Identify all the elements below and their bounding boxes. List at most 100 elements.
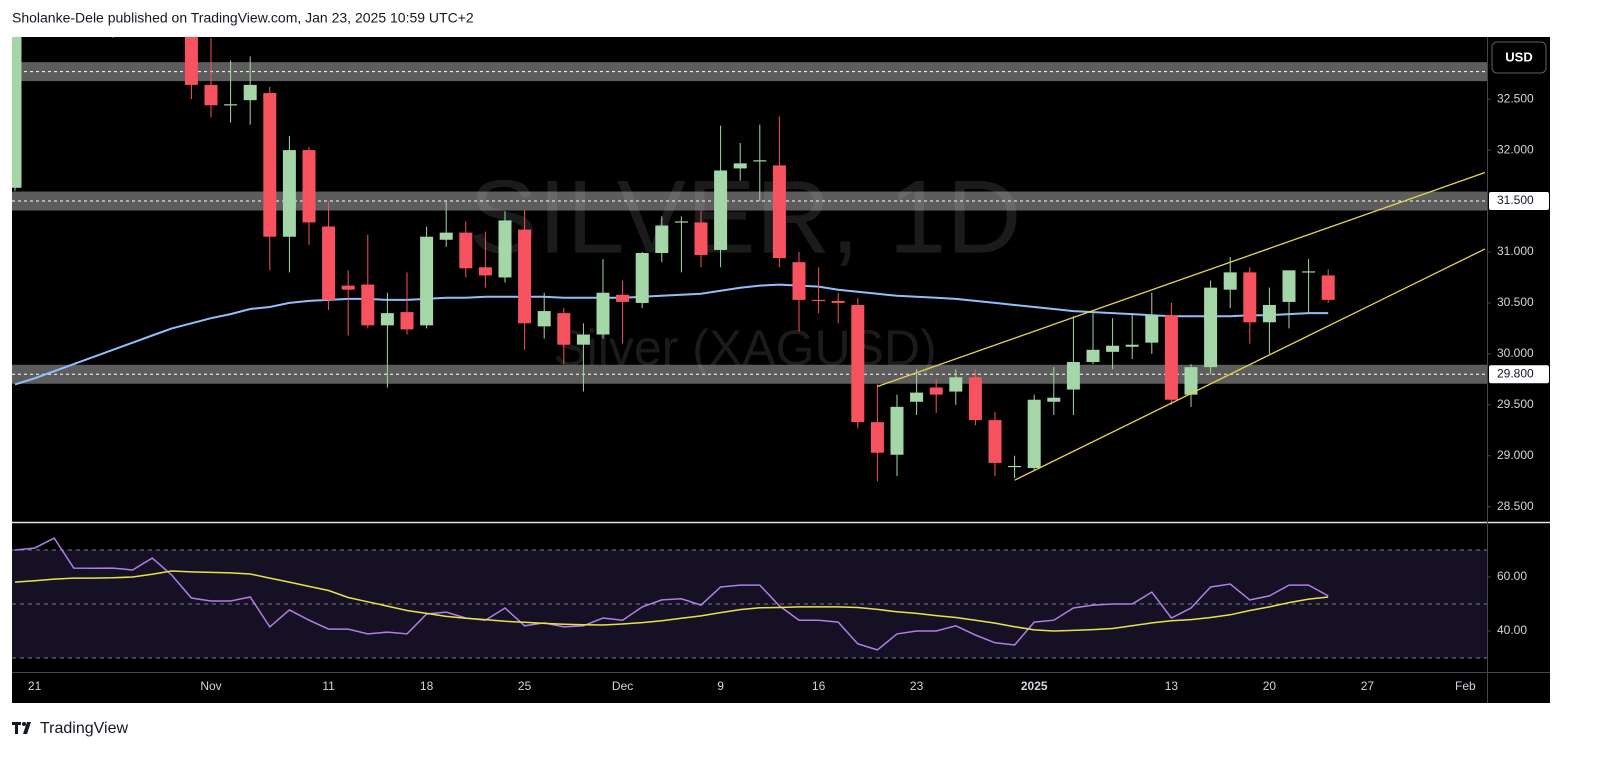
level-price-box: [1489, 192, 1549, 211]
axes: 32.500 32.000 31.000 30.500 30.000 29.500 29.0…: [28, 91, 1549, 693]
x-tick-label: 25: [518, 679, 532, 693]
x-tick-label: 21: [28, 679, 42, 693]
x-tick-label: 13: [1165, 679, 1179, 693]
candle-body: [282, 150, 296, 237]
level-zone: [12, 62, 1487, 82]
rsi-line: [14, 570, 1329, 632]
y-tick-label: 32.500: [1497, 91, 1534, 105]
candle-body: [1027, 399, 1041, 468]
currency-button[interactable]: [1491, 41, 1547, 74]
candle-body: [655, 225, 669, 254]
moving-average: [14, 283, 1329, 386]
candle-body: [733, 163, 747, 169]
candle-body: [1321, 275, 1335, 300]
candle-body: [772, 165, 786, 259]
watermark-title: SILVER, 1D: [469, 159, 1022, 275]
candle-body: [1282, 270, 1296, 302]
candle-body: [380, 313, 394, 326]
y-tick-label: 31.000: [1497, 244, 1534, 258]
x-tick-label: 23: [910, 679, 924, 693]
candle-body: [1223, 272, 1237, 290]
rsi-pane: [12, 537, 1487, 659]
y-tick-label: 30.000: [1497, 346, 1534, 360]
candle-body: [988, 420, 1002, 463]
candle-body: [537, 311, 551, 327]
candle-body: [263, 93, 277, 237]
candle-body: [420, 236, 434, 326]
level-price-box: [1489, 365, 1549, 384]
candle-body: [910, 392, 924, 402]
candle-body: [792, 262, 806, 300]
candle-body: [596, 292, 610, 335]
candle-body: [557, 313, 571, 345]
y-tick-label: 30.500: [1497, 295, 1534, 309]
candle-body: [184, 37, 198, 85]
candle-body: [812, 299, 826, 302]
candle-body: [1243, 272, 1257, 323]
candle-body: [459, 232, 473, 269]
trendline: [1014, 248, 1486, 481]
candle-body: [576, 334, 590, 345]
y-tick-label: 29.000: [1497, 448, 1534, 462]
rsi-line: [14, 537, 1329, 651]
candle-body: [1066, 362, 1080, 390]
candle-body: [616, 294, 630, 302]
candle-body: [302, 150, 316, 223]
trendline: [877, 171, 1486, 388]
y-tick-label: 32.000: [1497, 142, 1534, 156]
x-tick-label: 11: [322, 679, 335, 693]
y-tick-label: 28.500: [1497, 499, 1534, 513]
candle-body: [890, 406, 904, 455]
candle-body: [1262, 304, 1276, 323]
candle-body: [851, 304, 865, 423]
candle-body: [204, 84, 218, 106]
x-tick-label: 16: [812, 679, 826, 693]
candle-body: [1086, 349, 1100, 363]
y-tick-label: 29.500: [1497, 397, 1534, 411]
x-tick-label: Dec: [612, 679, 633, 693]
x-tick-label: 2025: [1021, 679, 1048, 693]
candle-body: [341, 285, 355, 290]
candle-body: [714, 170, 728, 250]
candle-body: [949, 377, 963, 392]
candle-body: [870, 422, 884, 453]
candle-body: [1184, 367, 1198, 395]
candle-body: [1204, 287, 1218, 368]
candle-body: [12, 37, 22, 188]
candle-body: [753, 160, 767, 162]
x-tick-label: 9: [717, 679, 724, 693]
level-zone: [12, 191, 1487, 211]
level-zone: [12, 364, 1487, 384]
candle-body: [322, 226, 336, 300]
candle-body: [1164, 315, 1178, 400]
candle-body: [635, 253, 649, 303]
candle-body: [694, 222, 708, 256]
level-price-label: 31.500: [1497, 193, 1534, 207]
x-tick-label: 20: [1263, 679, 1277, 693]
level-price-label: 29.800: [1497, 366, 1534, 380]
candle-body: [831, 300, 845, 303]
brand-logo: [12, 722, 31, 734]
candle-body: [400, 312, 414, 330]
candle-body: [1302, 271, 1316, 273]
candle-body: [1145, 315, 1159, 343]
candle-body: [224, 104, 238, 106]
y-tick-label: 40.00: [1497, 623, 1527, 637]
candle-body: [498, 220, 512, 278]
candle-body: [674, 221, 688, 223]
candle-body: [1008, 465, 1022, 468]
brand-name: TradingView: [40, 720, 128, 737]
x-tick-label: 18: [420, 679, 434, 693]
x-tick-label: 27: [1361, 679, 1375, 693]
publish-header: Sholanke-Dele published on TradingView.c…: [12, 10, 474, 26]
price-pane: [12, 37, 1487, 482]
x-tick-label: Nov: [200, 679, 221, 693]
candle-body: [518, 229, 532, 324]
candle-body: [968, 377, 982, 421]
currency-label: USD: [1505, 49, 1532, 64]
candle-body: [478, 267, 492, 276]
candle-body: [439, 232, 453, 240]
candle-body: [1047, 397, 1061, 402]
candle-body: [1125, 344, 1139, 347]
